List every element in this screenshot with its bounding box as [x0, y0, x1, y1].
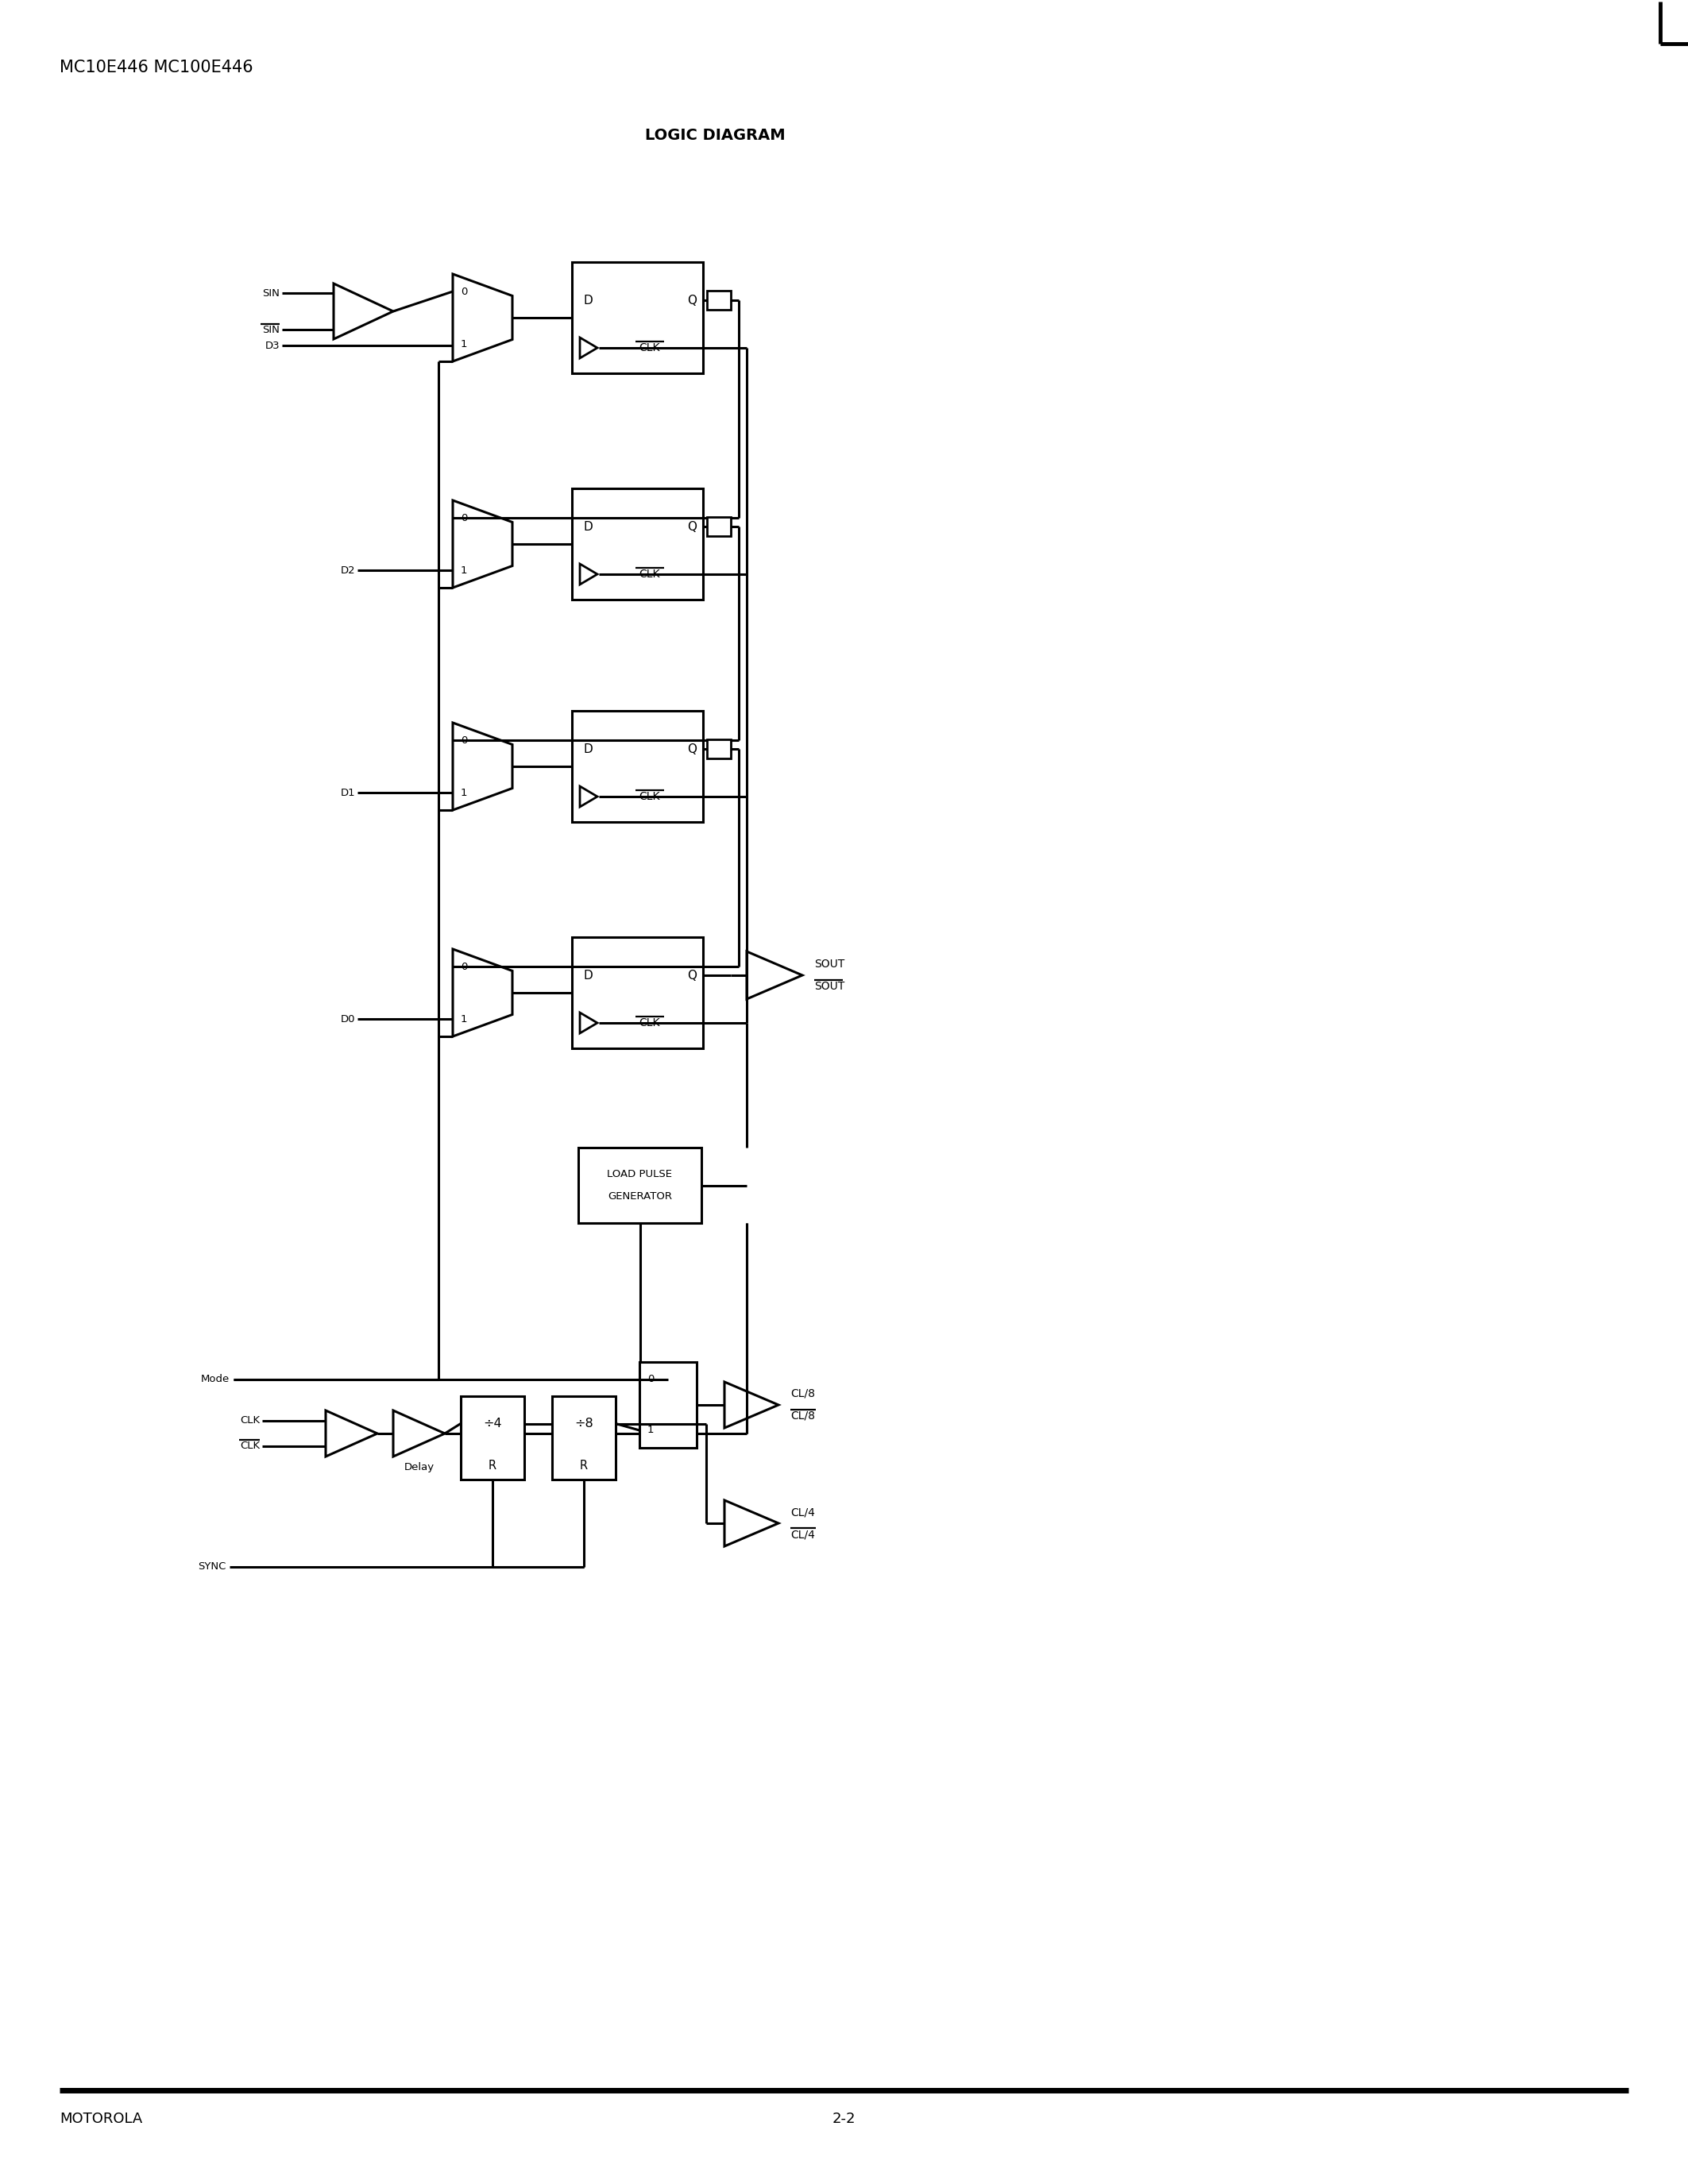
Text: CLK: CLK [638, 791, 660, 802]
Text: LOAD PULSE: LOAD PULSE [608, 1168, 672, 1179]
Polygon shape [581, 1013, 598, 1033]
Text: 1: 1 [461, 1013, 468, 1024]
Polygon shape [746, 952, 802, 998]
Text: SOUT: SOUT [814, 959, 844, 970]
Text: D0: D0 [341, 1013, 354, 1024]
Text: CLK: CLK [638, 343, 660, 354]
Text: D2: D2 [341, 566, 354, 574]
Text: 0: 0 [648, 1374, 653, 1385]
Text: Q: Q [687, 295, 697, 306]
Text: Q: Q [687, 520, 697, 533]
Text: CL/8: CL/8 [790, 1389, 815, 1400]
Polygon shape [581, 339, 598, 358]
Polygon shape [326, 1411, 378, 1457]
Text: 0: 0 [461, 513, 468, 522]
Text: 0: 0 [461, 286, 468, 297]
Text: Delay: Delay [403, 1461, 434, 1472]
Text: Q: Q [687, 743, 697, 756]
Text: D: D [584, 520, 592, 533]
Text: MC10E446 MC100E446: MC10E446 MC100E446 [59, 59, 253, 76]
Text: CLK: CLK [240, 1415, 260, 1426]
Bar [572, 262, 702, 373]
Polygon shape [452, 723, 513, 810]
Text: 2-2: 2-2 [832, 2112, 856, 2125]
Text: SIN: SIN [262, 288, 280, 299]
Bar [707, 518, 731, 535]
Bar [707, 290, 731, 310]
Bar [572, 937, 702, 1048]
Text: D1: D1 [341, 788, 354, 797]
Text: CLK: CLK [240, 1441, 260, 1452]
Polygon shape [393, 1411, 446, 1457]
Text: GENERATOR: GENERATOR [608, 1190, 672, 1201]
Text: 0: 0 [461, 736, 468, 745]
Text: 1: 1 [461, 339, 468, 349]
Text: 1: 1 [461, 788, 468, 797]
Bar [572, 710, 702, 821]
Text: D: D [584, 970, 592, 981]
Text: SYNC: SYNC [197, 1562, 226, 1572]
Text: Q: Q [687, 970, 697, 981]
Polygon shape [724, 1500, 778, 1546]
Text: Mode: Mode [201, 1374, 230, 1385]
Text: R: R [581, 1459, 587, 1472]
Text: 1: 1 [461, 566, 468, 574]
Bar [461, 1396, 525, 1479]
Polygon shape [334, 284, 393, 339]
Text: CL/4: CL/4 [790, 1529, 815, 1540]
Text: SIN: SIN [262, 325, 280, 334]
Text: CLK: CLK [638, 1018, 660, 1029]
Text: ÷4: ÷4 [483, 1417, 501, 1431]
Polygon shape [452, 273, 513, 360]
Text: CL/8: CL/8 [790, 1411, 815, 1422]
Text: SOUT: SOUT [814, 981, 844, 992]
Bar [579, 1147, 702, 1223]
Text: R: R [488, 1459, 496, 1472]
Bar [640, 1363, 697, 1448]
Text: D: D [584, 295, 592, 306]
Text: D: D [584, 743, 592, 756]
Polygon shape [452, 500, 513, 587]
Text: LOGIC DIAGRAM: LOGIC DIAGRAM [645, 127, 785, 142]
Text: CLK: CLK [638, 568, 660, 579]
Polygon shape [581, 786, 598, 806]
Text: 0: 0 [461, 961, 468, 972]
Bar [552, 1396, 616, 1479]
Text: D3: D3 [265, 341, 280, 352]
Bar [707, 740, 731, 758]
Text: ÷8: ÷8 [574, 1417, 592, 1431]
Text: MOTOROLA: MOTOROLA [59, 2112, 142, 2125]
Polygon shape [581, 563, 598, 585]
Text: CL/4: CL/4 [790, 1507, 815, 1518]
Polygon shape [724, 1382, 778, 1428]
Text: 1: 1 [648, 1426, 655, 1435]
Polygon shape [452, 950, 513, 1037]
Bar [572, 489, 702, 601]
